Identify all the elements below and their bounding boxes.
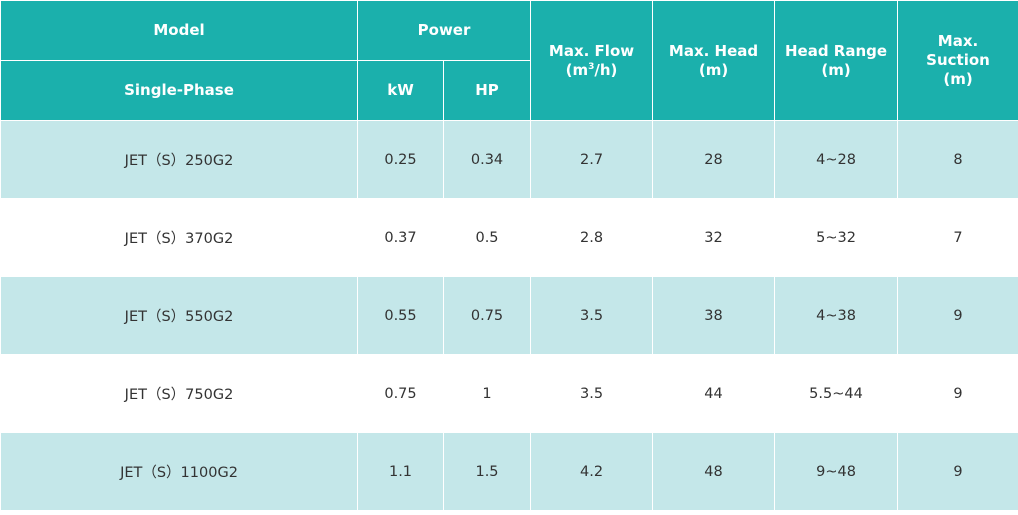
head-range-unit: (m) — [821, 60, 851, 79]
head-cell: 44 — [652, 354, 776, 433]
hp-cell: 0.75 — [442, 276, 532, 355]
kw-cell: 0.55 — [357, 276, 444, 355]
hp-cell: 0.5 — [442, 198, 532, 277]
header-row-sub: Single-Phase kW HP — [0, 60, 1018, 121]
range-cell: 9~48 — [774, 432, 899, 511]
kw-cell: 1.1 — [357, 432, 444, 511]
single-phase-header: Single-Phase — [0, 60, 358, 121]
flow-cell: 2.7 — [530, 120, 654, 199]
max-head-unit: (m) — [698, 60, 729, 79]
head-cell: 38 — [652, 276, 776, 355]
head-range-header: Head Range (m) — [774, 0, 899, 121]
table-row: JET（S）550G2 0.55 0.75 3.5 38 4~38 9 — [0, 276, 1018, 355]
model-cell: JET（S）550G2 — [0, 276, 358, 355]
max-head-label: Max. Head — [668, 41, 759, 60]
table-row: JET（S）250G2 0.25 0.34 2.7 28 4~28 8 — [0, 120, 1018, 199]
table-row: JET（S）750G2 0.75 1 3.5 44 5.5~44 9 — [0, 354, 1018, 433]
table-row: JET（S）1100G2 1.1 1.5 4.2 48 9~48 9 — [0, 432, 1018, 511]
suction-cell: 9 — [897, 432, 1018, 511]
max-flow-unit: (m3/h) — [566, 61, 618, 79]
max-flow-unit-superscript: 3 — [588, 61, 595, 72]
header-row-top: Model Power Max. Flow (m3/h) Max. Head (… — [0, 0, 1018, 121]
model-header: Model — [0, 0, 358, 61]
max-flow-label: Max. Flow — [548, 41, 635, 60]
max-suction-label-2: Suction — [926, 51, 990, 69]
range-cell: 4~38 — [774, 276, 899, 355]
kw-header: kW — [357, 60, 444, 121]
flow-cell: 3.5 — [530, 354, 654, 433]
flow-cell: 3.5 — [530, 276, 654, 355]
kw-cell: 0.75 — [357, 354, 444, 433]
suction-cell: 7 — [897, 198, 1018, 277]
kw-cell: 0.37 — [357, 198, 444, 277]
flow-cell: 4.2 — [530, 432, 654, 511]
hp-header: HP — [442, 60, 532, 121]
model-cell: JET（S）1100G2 — [0, 432, 358, 511]
max-flow-header: Max. Flow (m3/h) — [530, 0, 654, 121]
max-suction-label-1: Max. — [937, 32, 979, 50]
range-cell: 5~32 — [774, 198, 899, 277]
max-suction-unit: (m) — [943, 70, 973, 88]
max-flow-unit-prefix: (m — [565, 60, 589, 79]
model-cell: JET（S）750G2 — [0, 354, 358, 433]
hp-cell: 1 — [442, 354, 532, 433]
max-flow-unit-suffix: /h) — [594, 60, 618, 79]
max-head-header: Max. Head (m) — [652, 0, 776, 121]
head-range-label: Head Range — [784, 41, 888, 60]
power-header: Power — [356, 0, 532, 61]
hp-cell: 0.34 — [442, 120, 532, 199]
head-cell: 32 — [652, 198, 776, 277]
model-cell: JET（S）250G2 — [0, 120, 358, 199]
model-cell: JET（S）370G2 — [0, 198, 358, 277]
kw-cell: 0.25 — [357, 120, 444, 199]
table-row: JET（S）370G2 0.37 0.5 2.8 32 5~32 7 — [0, 198, 1018, 277]
head-cell: 28 — [652, 120, 776, 199]
range-cell: 5.5~44 — [774, 354, 899, 433]
flow-cell: 2.8 — [530, 198, 654, 277]
head-cell: 48 — [652, 432, 776, 511]
suction-cell: 8 — [897, 120, 1018, 199]
suction-cell: 9 — [897, 276, 1018, 355]
suction-cell: 9 — [897, 354, 1018, 433]
range-cell: 4~28 — [774, 120, 899, 199]
hp-cell: 1.5 — [442, 432, 532, 511]
max-suction-header: Max. Suction (m) — [897, 0, 1018, 121]
